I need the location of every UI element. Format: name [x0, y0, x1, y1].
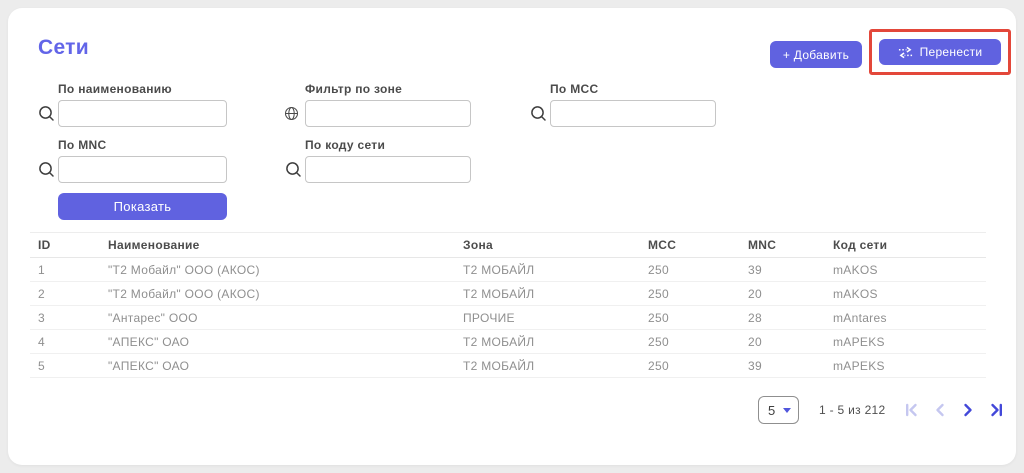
- cell-id: 4: [38, 334, 45, 349]
- cell-network-code: mAKOS: [833, 262, 878, 277]
- column-header-mnc: MNC: [748, 238, 777, 252]
- table-row: 4 "АПЕКС" ОАО Т2 МОБАЙЛ 250 20 mAPEKS: [30, 330, 986, 354]
- show-button[interactable]: Показать: [58, 193, 227, 220]
- cell-id: 5: [38, 358, 45, 373]
- filter-by-mcc-label: По МСС: [550, 82, 599, 96]
- cell-mnc: 28: [748, 310, 762, 325]
- cell-mcc: 250: [648, 262, 669, 277]
- add-button-label: + Добавить: [782, 47, 850, 62]
- column-header-zone: Зона: [463, 238, 493, 252]
- filter-by-network-code-input[interactable]: [305, 156, 471, 183]
- table-row: 3 "Антарес" ООО ПРОЧИЕ 250 28 mAntares: [30, 306, 986, 330]
- cell-network-code: mAntares: [833, 310, 887, 325]
- globe-icon: [284, 106, 301, 123]
- cell-mnc: 20: [748, 286, 762, 301]
- show-button-label: Показать: [113, 199, 172, 214]
- cell-mnc: 39: [748, 358, 762, 373]
- cell-mcc: 250: [648, 334, 669, 349]
- chevron-down-icon: [783, 407, 791, 413]
- first-page-button[interactable]: [902, 400, 922, 420]
- filter-by-name-label: По наименованию: [58, 82, 172, 96]
- networks-panel: Сети + Добавить Перенести По наименовани…: [8, 8, 1016, 465]
- filter-by-mcc-input[interactable]: [550, 100, 716, 127]
- cell-name: "АПЕКС" ОАО: [108, 358, 190, 373]
- page-size-value: 5: [768, 402, 776, 418]
- filter-by-zone-input[interactable]: [305, 100, 471, 127]
- transfer-button-label: Перенести: [919, 45, 983, 59]
- next-page-button[interactable]: [958, 400, 978, 420]
- search-icon: [38, 105, 55, 122]
- cell-mcc: 250: [648, 286, 669, 301]
- filter-by-name-input[interactable]: [58, 100, 227, 127]
- cell-zone: Т2 МОБАЙЛ: [463, 286, 535, 301]
- cell-name: "АПЕКС" ОАО: [108, 334, 190, 349]
- search-icon: [530, 105, 547, 122]
- column-header-mcc: МСС: [648, 238, 677, 252]
- chevron-left-icon: [935, 403, 944, 417]
- chevron-right-icon: [963, 403, 972, 417]
- cell-name: "Антарес" ООО: [108, 310, 198, 325]
- cell-mcc: 250: [648, 310, 669, 325]
- pagination: 5 1 - 5 из 212: [758, 396, 1006, 424]
- page-size-select[interactable]: 5: [758, 396, 799, 424]
- cell-name: "Т2 Мобайл" ООО (АКОС): [108, 262, 260, 277]
- page-title: Сети: [38, 36, 89, 59]
- cell-name: "Т2 Мобайл" ООО (АКОС): [108, 286, 260, 301]
- search-icon: [38, 161, 55, 178]
- cell-zone: Т2 МОБАЙЛ: [463, 358, 535, 373]
- search-icon: [285, 161, 302, 178]
- networks-table: ID Наименование Зона МСС MNC Код сети 1 …: [30, 232, 986, 378]
- table-header-row: ID Наименование Зона МСС MNC Код сети: [30, 232, 986, 258]
- previous-page-button[interactable]: [930, 400, 950, 420]
- cell-mnc: 20: [748, 334, 762, 349]
- transfer-button[interactable]: Перенести: [879, 39, 1001, 65]
- transfer-arrows-icon: [898, 46, 913, 59]
- table-row: 2 "Т2 Мобайл" ООО (АКОС) Т2 МОБАЙЛ 250 2…: [30, 282, 986, 306]
- add-button[interactable]: + Добавить: [770, 41, 862, 68]
- last-page-button[interactable]: [986, 400, 1006, 420]
- cell-network-code: mAKOS: [833, 286, 878, 301]
- cell-id: 1: [38, 262, 45, 277]
- cell-zone: Т2 МОБАЙЛ: [463, 262, 535, 277]
- cell-zone: Т2 МОБАЙЛ: [463, 334, 535, 349]
- cell-mcc: 250: [648, 358, 669, 373]
- cell-network-code: mAPEKS: [833, 334, 885, 349]
- cell-id: 3: [38, 310, 45, 325]
- filter-by-zone-label: Фильтр по зоне: [305, 82, 403, 96]
- pagination-range-label: 1 - 5 из 212: [819, 403, 886, 417]
- cell-mnc: 39: [748, 262, 762, 277]
- cell-zone: ПРОЧИЕ: [463, 310, 515, 325]
- cell-id: 2: [38, 286, 45, 301]
- column-header-name: Наименование: [108, 238, 200, 252]
- filter-by-mnc-input[interactable]: [58, 156, 227, 183]
- column-header-network-code: Код сети: [833, 238, 888, 252]
- table-row: 5 "АПЕКС" ОАО Т2 МОБАЙЛ 250 39 mAPEKS: [30, 354, 986, 378]
- annotation-highlight: Перенести: [869, 29, 1011, 75]
- table-row: 1 "Т2 Мобайл" ООО (АКОС) Т2 МОБАЙЛ 250 3…: [30, 258, 986, 282]
- filter-by-mnc-label: По MNC: [58, 138, 107, 152]
- first-page-icon: [905, 403, 917, 417]
- column-header-id: ID: [38, 238, 51, 252]
- last-page-icon: [990, 403, 1002, 417]
- filter-by-network-code-label: По коду сети: [305, 138, 386, 152]
- cell-network-code: mAPEKS: [833, 358, 885, 373]
